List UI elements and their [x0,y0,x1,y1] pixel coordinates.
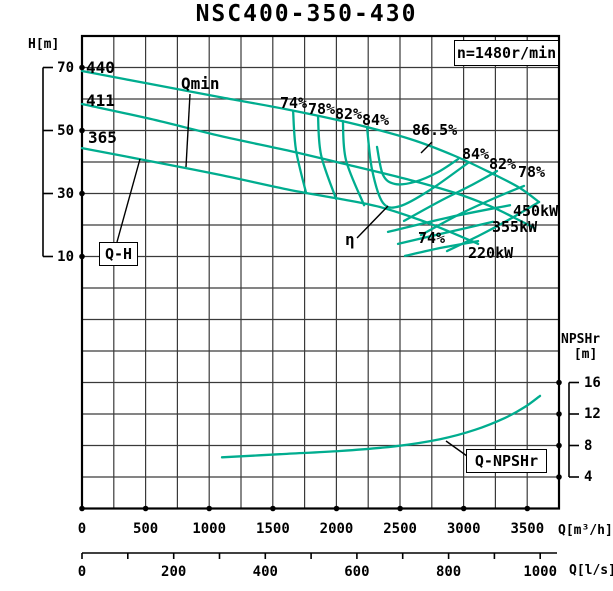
q-m3h-tick-label: 2000 [319,521,354,537]
curve-qh-440 [80,69,541,204]
curve-qh-411 [80,102,537,230]
qh-curve-label-box: Q-H [99,242,138,266]
label-impeller-411: 411 [86,91,115,110]
curve-eff-74-left [291,109,308,195]
npshr-axis-dot [556,379,562,386]
q-axis-dot [524,505,531,512]
label-eff-86p5: 86.5% [412,121,458,139]
q-m3h-tick-label: 3000 [446,521,481,537]
q-axis-dot [333,505,340,512]
label-eff-84-left: 84% [362,111,390,129]
h-axis-dot [79,190,85,197]
npshr-tick-label: 8 [584,437,593,454]
label-eff-78-right: 78% [518,163,546,181]
q-ls-tick-label: 800 [435,564,462,580]
curve-eff-84-loop [365,125,470,209]
label-impeller-365: 365 [88,128,117,147]
q-ls-tick-label: 0 [77,564,87,580]
curve-eff-82-left [341,119,366,207]
curve-power-450kW [386,204,512,234]
label-power-220: 220kW [468,244,514,262]
h-tick-label: 30 [57,185,74,202]
label-power-450: 450kW [513,202,559,220]
q-axis-dot [460,505,467,512]
q-axis-dot [79,505,85,512]
q-m3h-tick-label: 2500 [383,521,417,537]
label-qmin: Qmin [181,74,220,93]
label-eta: η [345,230,355,249]
npshr-axis-dot [556,411,562,417]
q-axis-dot [397,505,403,512]
q-m3h-tick-label: 500 [132,521,159,537]
qmin-line [185,93,191,168]
bep-tick [420,141,433,154]
curve-eff-78-right [419,184,526,237]
label-eff-82-right: 82% [489,155,517,173]
page-title: NSC400-350-430 [195,1,418,27]
qh-leader-line [116,158,141,243]
npshr-tick-label: 12 [584,406,601,422]
h-tick-label: 50 [57,122,74,139]
h-tick-label: 10 [57,248,74,265]
npshr-tick-label: 4 [584,469,593,485]
qnpshr-leader-line [445,440,468,457]
label-impeller-440: 440 [86,58,115,77]
h-axis-unit-label: H[m] [28,37,60,52]
q-m3h-axis-unit-label: Q[m³/h] [558,523,613,538]
q-m3h-tick-label: 0 [77,521,87,537]
curve-eff-78-left [316,114,338,201]
q-ls-tick-label: 400 [252,564,278,580]
npshr-axis-unit-label: NPSHr [m] [561,332,601,363]
q-m3h-tick-label: 1500 [256,521,290,537]
h-axis-dot [79,253,85,260]
label-eff-82-left: 82% [335,105,363,123]
q-axis-dot [270,505,276,512]
label-power-355: 355kW [492,218,538,236]
q-m3h-tick-label: 3500 [510,521,545,537]
label-eff-84-right: 84% [462,145,490,163]
q-m3h-tick-label: 1000 [192,521,227,537]
npshr-unit-line2: [m] [573,346,598,362]
npshr-axis-dot [556,474,562,480]
eta-leader-line [356,205,389,239]
q-ls-axis-unit-label: Q[l/s] [569,563,613,578]
label-eff-78-left: 78% [308,100,336,118]
npshr-unit-line1: NPSHr [561,332,601,347]
q-axis-dot [142,505,149,512]
curve-q-npshr [220,394,542,459]
q-axis-dot [206,505,212,512]
h-axis-dot [79,127,85,134]
h-axis-dot [79,64,85,71]
curve-power-355kW [396,220,495,246]
h-tick-label: 70 [57,59,74,76]
speed-annotation-box: n=1480r/min [454,40,559,66]
label-eff-74-right: 74% [418,229,446,247]
q-ls-tick-label: 1000 [523,564,558,580]
npshr-axis-dot [556,442,562,449]
qnpshr-curve-label-box: Q-NPSHr [466,449,547,473]
label-eff-74-left: 74% [280,94,308,112]
curve-eff-82-right [402,169,499,223]
plot-border [80,34,561,510]
npshr-tick-label: 16 [584,374,601,391]
curve-power-220kW [403,239,480,258]
curve-eff-86p5-loop [375,145,460,186]
q-ls-tick-label: 600 [344,564,370,580]
q-ls-tick-label: 200 [161,564,187,580]
curve-qh-365 [80,146,480,246]
